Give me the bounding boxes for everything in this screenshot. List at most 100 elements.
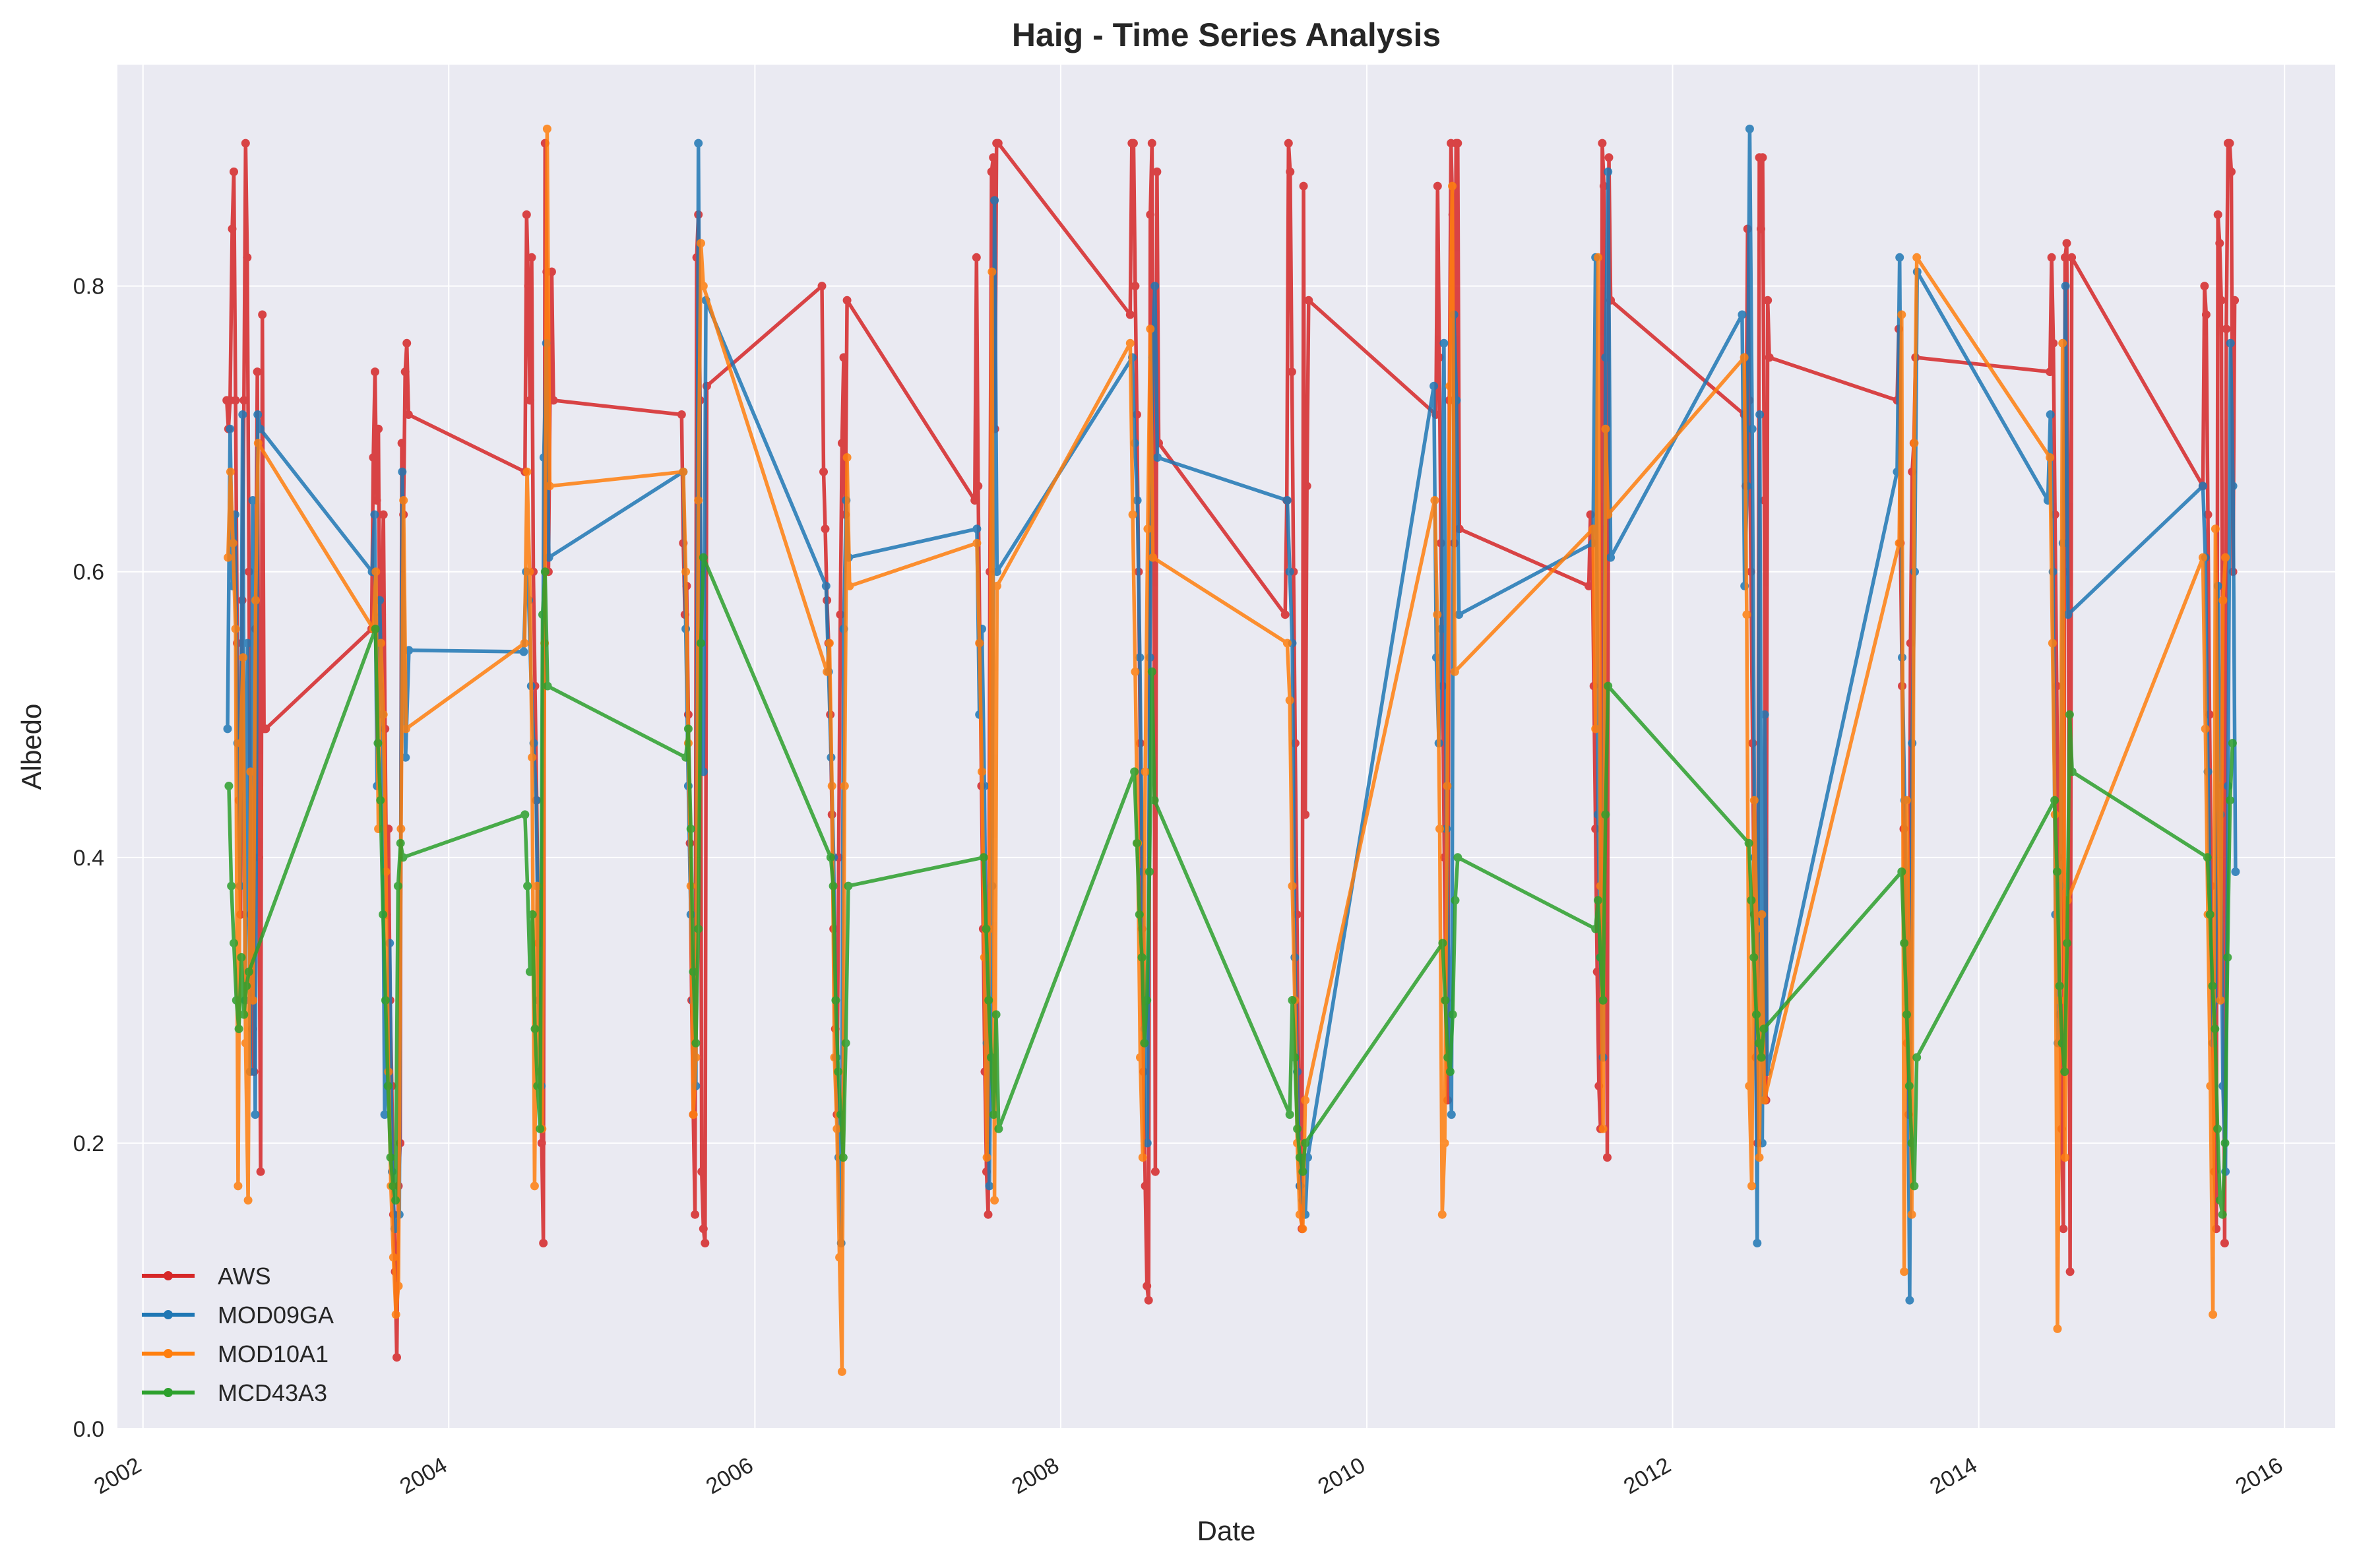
data-point-aws xyxy=(839,353,848,362)
data-point-mcd43a3 xyxy=(393,881,402,891)
data-point-mcd43a3 xyxy=(1897,867,1906,876)
data-point-mcd43a3 xyxy=(1907,1139,1916,1148)
data-point-aws xyxy=(972,253,981,262)
data-point-mcd43a3 xyxy=(224,782,234,790)
y-axis-ticks: 0.0 0.2 0.4 0.6 0.8 xyxy=(73,274,104,1442)
data-point-mcd43a3 xyxy=(681,753,691,762)
data-point-aws xyxy=(1146,210,1155,219)
data-point-mod10a1 xyxy=(2046,453,2055,462)
data-point-mod10a1 xyxy=(231,624,240,633)
data-point-mcd43a3 xyxy=(1752,1010,1761,1019)
data-point-mod09ga xyxy=(243,639,252,648)
legend-label: AWS xyxy=(218,1263,271,1290)
data-point-mcd43a3 xyxy=(520,810,530,819)
data-point-mcd43a3 xyxy=(1438,939,1447,948)
data-point-mcd43a3 xyxy=(989,1110,998,1119)
data-point-mod10a1 xyxy=(1601,424,1610,433)
data-point-mod10a1 xyxy=(835,1253,844,1262)
data-point-mcd43a3 xyxy=(838,1153,848,1162)
data-point-mod10a1 xyxy=(1747,1181,1756,1191)
data-point-mcd43a3 xyxy=(1598,995,1608,1005)
data-point-mod09ga xyxy=(990,196,999,205)
data-point-mcd43a3 xyxy=(699,553,708,562)
data-point-aws xyxy=(1453,139,1462,148)
data-point-mcd43a3 xyxy=(1293,1124,1302,1133)
data-point-mcd43a3 xyxy=(1594,896,1602,905)
data-point-aws xyxy=(2216,296,2226,305)
data-point-aws xyxy=(837,439,846,448)
data-point-mcd43a3 xyxy=(841,1038,850,1048)
data-point-mod10a1 xyxy=(530,1181,539,1191)
data-point-mod10a1 xyxy=(1285,696,1294,705)
data-point-mod10a1 xyxy=(1138,1153,1147,1162)
data-point-aws xyxy=(842,296,852,305)
data-point-mcd43a3 xyxy=(2065,710,2074,719)
data-point-mod10a1 xyxy=(2201,724,2210,734)
data-point-aws xyxy=(2059,1224,2068,1234)
data-point-mod09ga xyxy=(226,424,235,433)
data-point-mcd43a3 xyxy=(2220,1139,2230,1148)
data-point-mcd43a3 xyxy=(232,995,241,1005)
data-point-aws xyxy=(1131,282,1140,291)
data-point-mcd43a3 xyxy=(2226,796,2235,805)
data-point-aws xyxy=(241,139,250,148)
data-point-aws xyxy=(537,1139,546,1148)
data-point-mcd43a3 xyxy=(230,939,238,948)
data-point-mod10a1 xyxy=(982,1153,991,1162)
data-point-mod10a1 xyxy=(2218,596,2228,605)
data-point-mcd43a3 xyxy=(383,1081,392,1090)
data-point-mod10a1 xyxy=(224,553,233,562)
data-point-mod10a1 xyxy=(2206,1081,2215,1090)
data-point-mod10a1 xyxy=(1430,496,1439,505)
data-point-mod09ga xyxy=(1437,624,1446,633)
data-point-mcd43a3 xyxy=(1749,953,1759,962)
data-point-aws xyxy=(243,253,252,262)
data-point-mod10a1 xyxy=(226,467,235,476)
data-point-aws xyxy=(1757,224,1765,234)
data-point-mcd43a3 xyxy=(2223,953,2232,962)
data-point-mcd43a3 xyxy=(1147,667,1156,676)
data-point-mod10a1 xyxy=(992,581,1001,590)
data-point-mcd43a3 xyxy=(536,1124,545,1133)
data-point-mod09ga xyxy=(1895,253,1904,262)
data-point-mod10a1 xyxy=(2221,553,2230,562)
data-point-aws xyxy=(974,482,983,491)
data-point-mod09ga xyxy=(398,467,407,476)
data-point-mod10a1 xyxy=(1588,524,1598,534)
data-point-aws xyxy=(524,282,533,291)
data-point-mod09ga xyxy=(519,647,528,656)
data-point-aws xyxy=(2061,253,2069,262)
data-point-aws xyxy=(2201,310,2211,319)
data-point-mod10a1 xyxy=(528,753,537,762)
data-point-aws xyxy=(549,396,558,405)
data-point-mod09ga xyxy=(2226,338,2235,348)
data-point-mcd43a3 xyxy=(1130,767,1139,776)
legend-entry-mcd43a3: MCD43A3 xyxy=(142,1379,327,1406)
data-point-aws xyxy=(2222,325,2231,334)
data-point-mod10a1 xyxy=(1148,553,1158,562)
data-point-mod09ga xyxy=(380,1110,389,1119)
data-point-mcd43a3 xyxy=(1453,853,1462,862)
data-point-mod10a1 xyxy=(1749,796,1759,805)
data-point-mod10a1 xyxy=(1604,510,1613,519)
data-point-mod10a1 xyxy=(694,496,703,505)
data-point-mod10a1 xyxy=(689,1110,698,1119)
data-point-mcd43a3 xyxy=(1137,953,1146,962)
data-point-aws xyxy=(374,424,383,433)
data-point-aws xyxy=(1299,181,1308,191)
data-point-aws xyxy=(522,210,531,219)
data-point-mod10a1 xyxy=(832,1124,842,1133)
data-point-mcd43a3 xyxy=(1288,995,1297,1005)
series-mcd43a3 xyxy=(224,553,2237,1219)
data-point-aws xyxy=(400,367,410,377)
data-point-aws xyxy=(369,453,378,462)
data-point-mod10a1 xyxy=(1591,724,1600,734)
data-point-mcd43a3 xyxy=(697,639,705,648)
data-point-aws xyxy=(1763,296,1773,305)
grid xyxy=(117,65,2335,1429)
data-point-mod10a1 xyxy=(1141,767,1150,776)
data-point-mcd43a3 xyxy=(2205,910,2214,919)
data-point-aws xyxy=(1433,181,1442,191)
data-point-mcd43a3 xyxy=(1298,1167,1307,1176)
